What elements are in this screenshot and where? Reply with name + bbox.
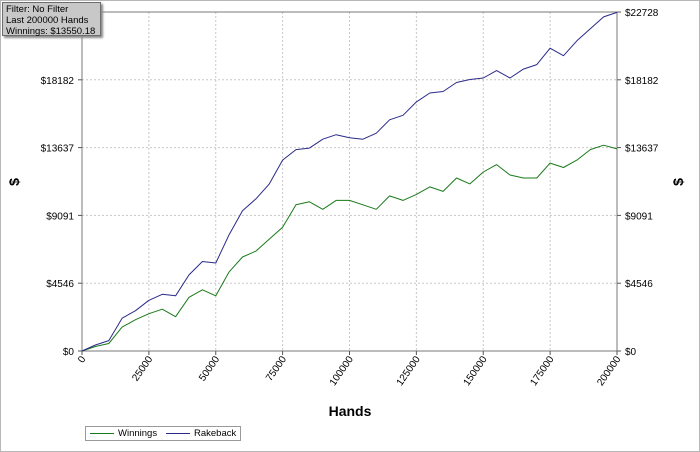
legend-label-rakeback: Rakeback <box>194 428 237 439</box>
legend-swatch-rakeback <box>166 432 190 434</box>
y-axis-title-left: $ <box>6 178 22 186</box>
y-tick-label-right: $18182 <box>625 76 659 87</box>
y-tick-label-right: $13637 <box>625 144 659 155</box>
legend-label-winnings: Winnings <box>118 428 158 439</box>
x-axis: 0 25000 50000 75000 100000 125000 150000 175000… <box>76 351 624 388</box>
hands-count-text: Last 200000 Hands <box>6 15 89 26</box>
series-line-winnings <box>81 144 618 352</box>
series-lines <box>81 11 618 352</box>
x-axis-title: Hands <box>329 403 372 419</box>
y-axis-left: $0$4546$9091$13637$18182$22728 <box>41 8 82 358</box>
legend-item-rakeback: Rakeback <box>166 428 236 440</box>
x-tick-label: 100000 <box>328 354 356 388</box>
y-axis-right: $0 $4546 $9091 $13637 $18182 $22728 <box>617 8 659 358</box>
y-tick-label-right: $0 <box>625 347 637 358</box>
x-tick-label: 175000 <box>528 354 556 388</box>
x-tick-label: 150000 <box>462 354 490 388</box>
x-tick-label: 75000 <box>264 354 289 383</box>
filter-text: Filter: No Filter <box>6 4 69 15</box>
info-box: Filter: No Filter Last 200000 Hands Winn… <box>2 2 101 37</box>
x-tick-label: 0 <box>76 354 88 365</box>
y-tick-label-left: $13637 <box>41 144 75 155</box>
x-tick-label: 125000 <box>395 354 423 388</box>
x-tick-label: 200000 <box>595 354 623 388</box>
y-tick-label-left: $9091 <box>46 211 74 222</box>
legend-item-winnings: Winnings <box>90 428 157 440</box>
x-tick-label: 25000 <box>130 354 155 383</box>
legend-swatch-winnings <box>90 432 114 434</box>
y-axis-title-right: $ <box>670 178 686 186</box>
x-tick-label: 50000 <box>197 354 222 383</box>
y-tick-label-right: $9091 <box>625 211 653 222</box>
series-line-rakeback <box>81 11 618 352</box>
y-tick-label-left: $4546 <box>46 279 74 290</box>
y-tick-label-left: $0 <box>63 347 75 358</box>
y-tick-label-left: $18182 <box>41 76 75 87</box>
legend: Winnings Rakeback <box>85 426 241 441</box>
y-tick-label-right: $22728 <box>625 8 659 19</box>
y-tick-label-right: $4546 <box>625 279 653 290</box>
grid <box>82 12 617 351</box>
winnings-total-text: Winnings: $13550.18 <box>6 26 96 37</box>
